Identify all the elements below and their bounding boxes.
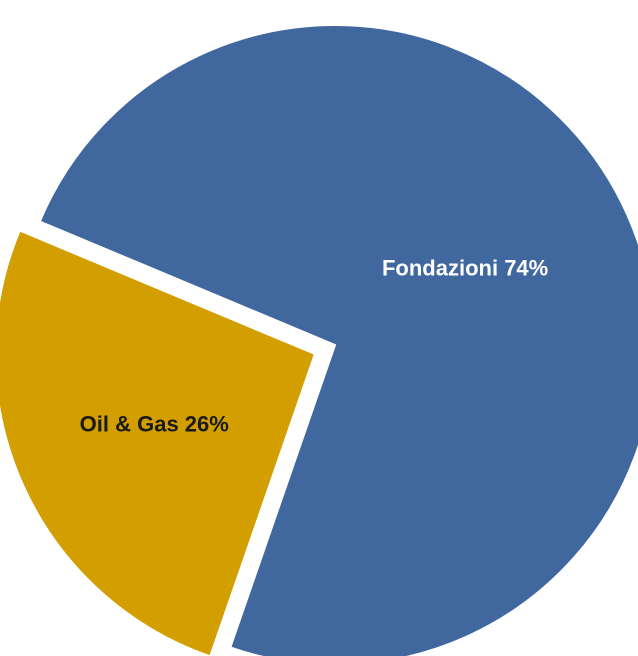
pie-slice-fondazioni (38, 24, 638, 656)
slice-label-fondazioni: Fondazioni 74% (382, 255, 548, 280)
slice-label-oil-gas: Oil & Gas 26% (80, 412, 229, 437)
pie-slice-oil-gas (0, 229, 317, 656)
labels-layer: Fondazioni 74% Oil & Gas 26% (80, 255, 549, 436)
slices-layer (0, 24, 638, 656)
